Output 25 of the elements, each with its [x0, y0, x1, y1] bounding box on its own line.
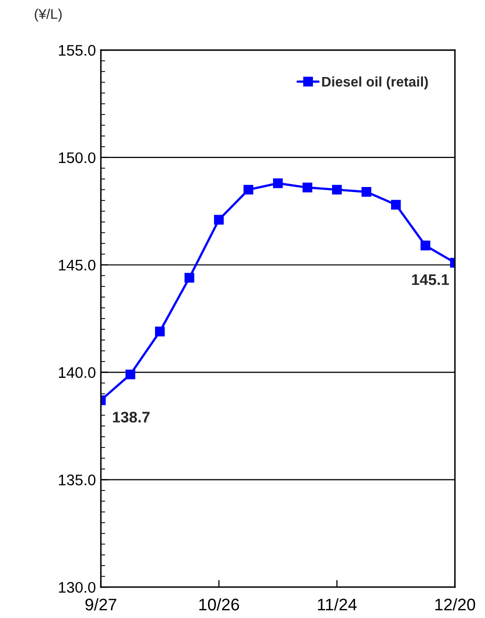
- y-tick-label: 140.0: [58, 367, 96, 378]
- data-label: 145.1: [412, 274, 449, 286]
- y-tick-label: 150.0: [58, 152, 96, 164]
- point: [184, 272, 194, 283]
- y-tick-label: 130.0: [58, 582, 96, 593]
- x-tick-label: 9/27: [85, 598, 116, 610]
- point: [391, 200, 401, 210]
- x-tick-label: 11/24: [318, 598, 357, 610]
- point: [420, 240, 430, 250]
- y-tick-label: 135.0: [58, 474, 96, 486]
- point: [126, 370, 136, 380]
- point: [273, 178, 283, 188]
- y-tick-label: 155.0: [58, 44, 96, 56]
- point: [362, 186, 372, 197]
- y-tick-label: 145.0: [58, 260, 96, 271]
- point: [302, 182, 312, 192]
- legend-label: Diesel oil (retail): [322, 76, 428, 90]
- point: [155, 326, 165, 336]
- point: [214, 214, 224, 225]
- point: [332, 184, 342, 195]
- x-tick-label: 10/26: [199, 598, 240, 610]
- data-label: 138.7: [112, 412, 150, 423]
- y-axis-title: (¥/L): [34, 8, 62, 22]
- x-tick-label: 12/20: [435, 598, 476, 610]
- point: [244, 184, 254, 195]
